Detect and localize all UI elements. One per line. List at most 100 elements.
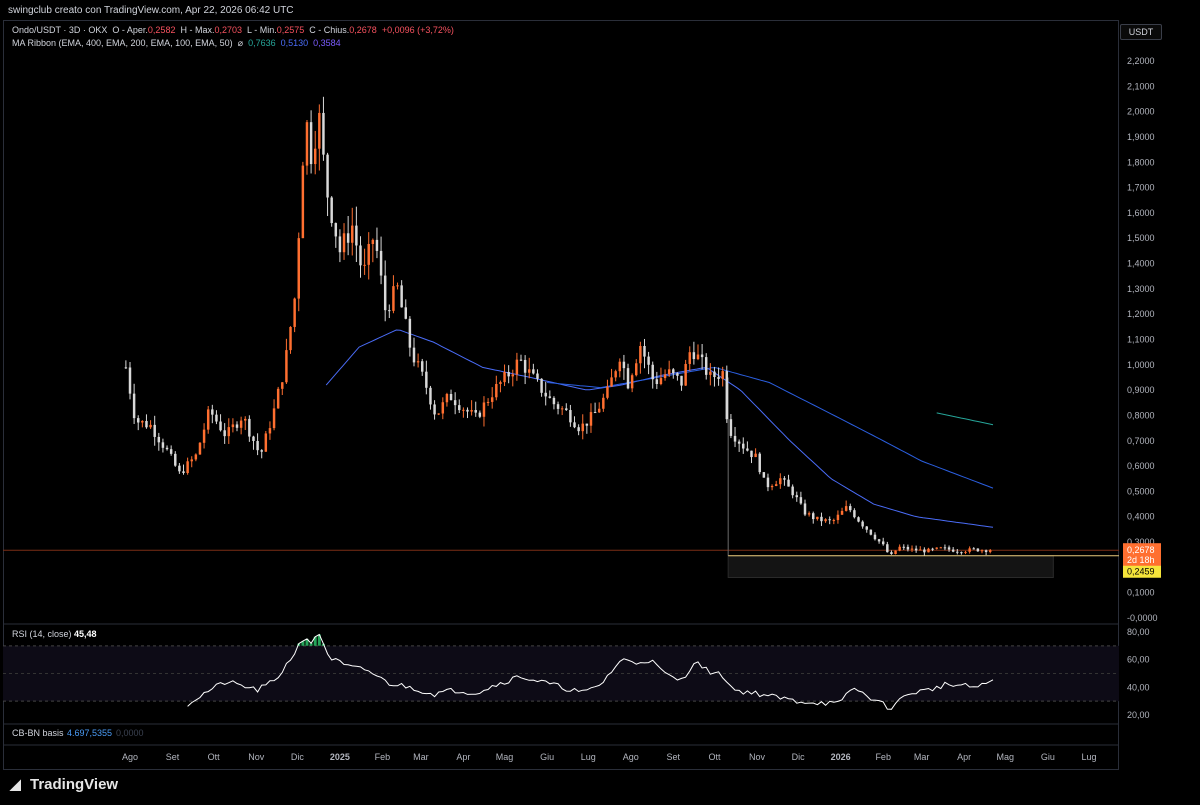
high-value: 0,2703 (214, 25, 243, 35)
candle-body (322, 112, 325, 155)
candle-body (919, 549, 922, 551)
candle-body (939, 547, 943, 549)
candle-body (260, 450, 263, 452)
logo-text: TradingView (30, 776, 119, 793)
candle-body (136, 418, 140, 423)
candle-body (943, 547, 947, 549)
candle-body (840, 510, 844, 515)
candle-body (453, 400, 457, 406)
candle-body (400, 285, 403, 308)
candle-body (935, 547, 938, 549)
candle-body (704, 357, 708, 375)
candle-body (602, 397, 605, 409)
candle-body (758, 453, 761, 473)
low-value: 0,2575 (276, 25, 305, 35)
candle-body (523, 359, 527, 373)
candle-body (593, 412, 597, 414)
ema-400-line (936, 412, 994, 426)
time-tick-label: Set (166, 752, 180, 762)
candle-body (289, 326, 292, 351)
price-tick-label: 2,0000 (1127, 107, 1155, 117)
candle-body (816, 516, 819, 520)
candle-body (902, 546, 906, 548)
tradingview-logo[interactable]: ◢ TradingView (10, 776, 118, 793)
candle-body (482, 402, 486, 417)
candle-body (676, 373, 679, 376)
candle-body (688, 352, 691, 364)
candle-body (733, 435, 737, 442)
candle-body (639, 345, 642, 364)
candle-body (528, 369, 531, 373)
ema-100-line (547, 367, 994, 489)
candle-body (709, 371, 712, 375)
candle-body (791, 486, 794, 496)
candle-body (762, 472, 766, 478)
candle-body (330, 197, 333, 224)
rsi-tick-label: 80,00 (1127, 627, 1150, 637)
candle-body (746, 448, 749, 451)
candle-body (507, 372, 510, 377)
ma-ribbon-label[interactable]: MA Ribbon (EMA, 400, EMA, 200, EMA, 100,… (12, 38, 233, 48)
candle-body (984, 550, 988, 553)
footer-bar: ◢ TradingView (0, 770, 1200, 805)
candle-body (149, 424, 152, 428)
candle-body (655, 379, 659, 384)
candle-body (334, 223, 338, 237)
time-tick-label: Giu (540, 752, 554, 762)
candle-body (124, 367, 128, 369)
candle-body (388, 310, 391, 312)
ema-layer (325, 329, 994, 528)
candle-body (227, 427, 231, 437)
rsi-title[interactable]: RSI (14, close) (12, 629, 72, 639)
candle-body (787, 479, 790, 487)
candle-body (680, 375, 683, 386)
candle-body (713, 371, 716, 378)
price-tick-label: 1,5000 (1127, 233, 1155, 243)
candle-body (635, 363, 638, 376)
candle-body (285, 350, 288, 383)
candle-body (235, 424, 239, 428)
candle-body (770, 485, 774, 488)
symbol-label[interactable]: Ondo/USDT · 3D · OKX (12, 25, 108, 35)
candle-body (881, 541, 885, 545)
candle-body (972, 548, 975, 550)
candle-body (396, 285, 399, 287)
candle-body (651, 364, 654, 380)
candle-body (536, 373, 539, 379)
candle-body (359, 245, 362, 266)
candle-body (338, 236, 342, 253)
candle-body (717, 377, 720, 379)
range-layer (3, 377, 1119, 578)
currency-button[interactable]: USDT (1120, 24, 1162, 40)
time-tick-label: Feb (375, 752, 391, 762)
candle-body (951, 549, 955, 552)
candle-body (437, 413, 440, 415)
candle-body (202, 429, 206, 443)
candle-body (244, 418, 247, 421)
candle-body (223, 430, 226, 437)
candle-body (832, 520, 836, 522)
level-price-tag (1123, 565, 1161, 578)
time-tick-label: Lug (1081, 752, 1096, 762)
candle-body (968, 548, 971, 552)
time-tick-label: Ago (122, 752, 138, 762)
candle-body (894, 550, 897, 555)
candle-body (248, 418, 251, 437)
candle-body (807, 513, 811, 515)
candle-body (211, 409, 214, 415)
time-tick-label: Lug (581, 752, 596, 762)
time-tick-label: Apr (456, 752, 470, 762)
time-tick-label: Apr (957, 752, 971, 762)
candle-body (355, 225, 358, 246)
open-label: O - Aper. (112, 25, 148, 35)
basis-label[interactable]: CB-BN basis (12, 728, 64, 738)
price-tick-label: 1,3000 (1127, 284, 1155, 294)
candle-body (737, 441, 741, 444)
candle-body (820, 516, 823, 522)
candle-body (161, 442, 165, 448)
candle-body (281, 382, 284, 389)
range-box (727, 555, 1054, 578)
rsi-line (187, 633, 994, 710)
candle-body (931, 548, 934, 550)
